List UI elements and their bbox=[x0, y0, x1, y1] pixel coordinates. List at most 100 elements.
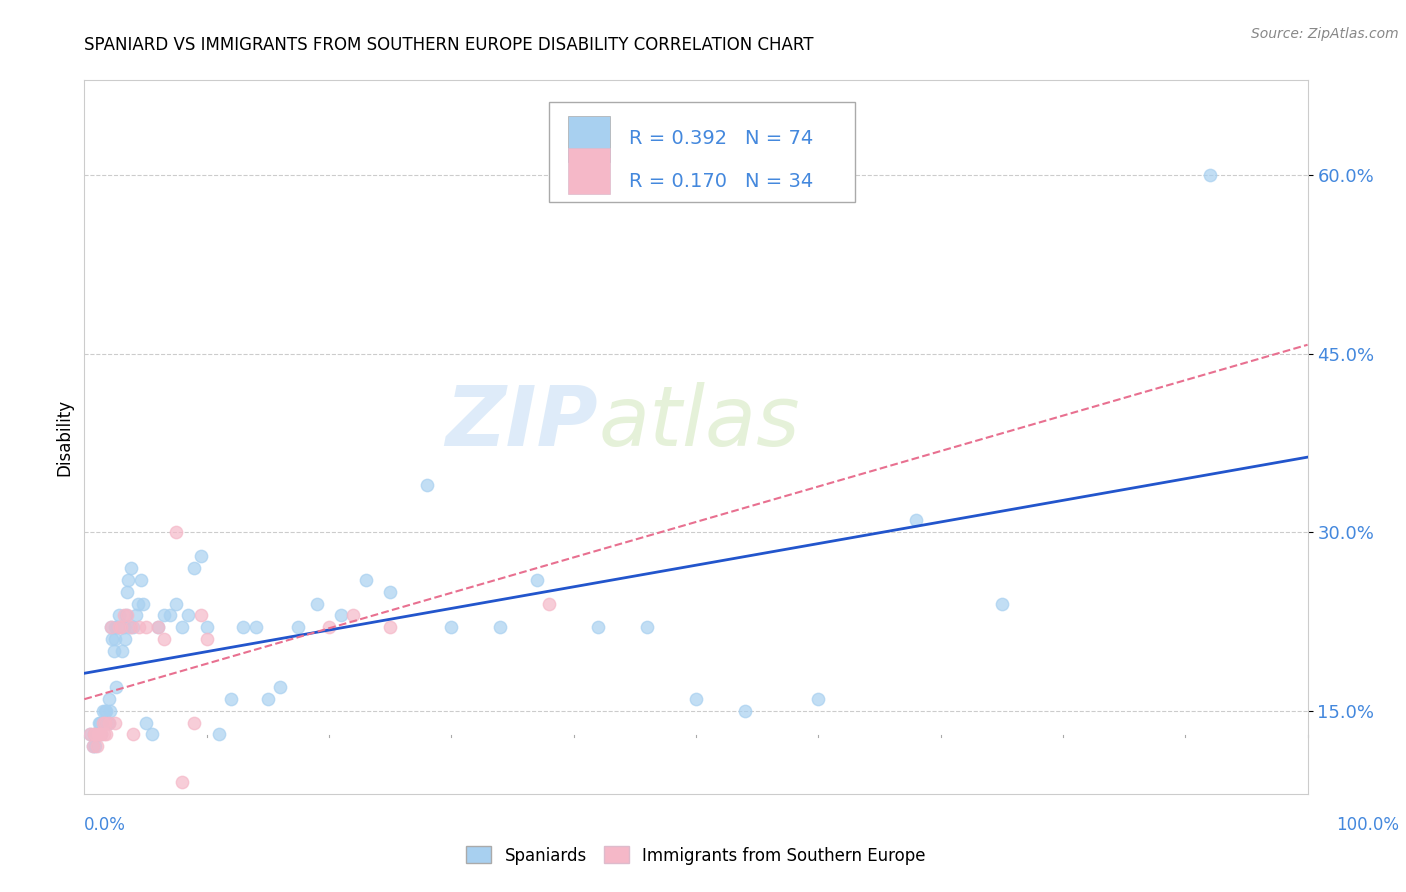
Point bbox=[905, 513, 928, 527]
Text: 0.0%: 0.0% bbox=[84, 816, 127, 834]
Point bbox=[526, 573, 548, 587]
FancyBboxPatch shape bbox=[550, 102, 855, 202]
Point bbox=[117, 573, 139, 587]
Point bbox=[84, 739, 107, 754]
Point bbox=[159, 608, 181, 623]
Point bbox=[807, 691, 830, 706]
Point bbox=[82, 739, 104, 754]
Text: Source: ZipAtlas.com: Source: ZipAtlas.com bbox=[1251, 27, 1399, 41]
Point bbox=[100, 620, 122, 634]
Text: N = 34: N = 34 bbox=[745, 172, 813, 191]
Point bbox=[103, 644, 125, 658]
Point bbox=[128, 620, 150, 634]
Point bbox=[183, 561, 205, 575]
Point bbox=[153, 632, 176, 647]
Point bbox=[97, 715, 120, 730]
Point bbox=[165, 525, 187, 540]
Point bbox=[354, 573, 377, 587]
Point bbox=[183, 715, 205, 730]
Point bbox=[87, 727, 110, 741]
Point bbox=[586, 620, 609, 634]
Text: 100.0%: 100.0% bbox=[1336, 816, 1399, 834]
Point bbox=[91, 715, 114, 730]
Point bbox=[120, 620, 142, 634]
Point bbox=[135, 620, 157, 634]
Point bbox=[83, 727, 105, 741]
Point bbox=[98, 704, 121, 718]
Point bbox=[115, 584, 138, 599]
Point bbox=[127, 597, 149, 611]
Point bbox=[94, 704, 117, 718]
Point bbox=[219, 691, 242, 706]
FancyBboxPatch shape bbox=[568, 148, 610, 194]
Point bbox=[287, 620, 309, 634]
Point bbox=[489, 620, 512, 634]
Point bbox=[232, 620, 254, 634]
Point bbox=[93, 715, 115, 730]
Point bbox=[96, 727, 118, 741]
Point bbox=[636, 620, 658, 634]
Point bbox=[84, 727, 107, 741]
Point bbox=[107, 620, 129, 634]
Point bbox=[208, 727, 231, 741]
Point bbox=[318, 620, 340, 634]
Point bbox=[190, 608, 212, 623]
Point bbox=[122, 620, 145, 634]
Point bbox=[91, 704, 114, 718]
Point bbox=[111, 644, 134, 658]
FancyBboxPatch shape bbox=[568, 116, 610, 162]
Point bbox=[195, 620, 218, 634]
Point bbox=[129, 573, 152, 587]
Text: N = 74: N = 74 bbox=[745, 129, 813, 148]
Point bbox=[990, 597, 1012, 611]
Point bbox=[97, 715, 120, 730]
Point bbox=[172, 775, 194, 789]
Point bbox=[115, 608, 138, 623]
Point bbox=[172, 620, 194, 634]
Point bbox=[100, 620, 122, 634]
Point bbox=[83, 727, 105, 741]
Point bbox=[93, 727, 115, 741]
Point bbox=[146, 620, 169, 634]
Point bbox=[97, 691, 120, 706]
Point bbox=[107, 608, 129, 623]
Point bbox=[146, 620, 169, 634]
Point bbox=[190, 549, 212, 563]
Point bbox=[87, 727, 110, 741]
Text: R = 0.170: R = 0.170 bbox=[628, 172, 727, 191]
Point bbox=[122, 727, 145, 741]
Text: R = 0.392: R = 0.392 bbox=[628, 129, 727, 148]
Point bbox=[135, 715, 157, 730]
Y-axis label: Disability: Disability bbox=[55, 399, 73, 475]
Point bbox=[86, 727, 108, 741]
Point bbox=[79, 727, 101, 741]
Point bbox=[112, 620, 135, 634]
Point bbox=[118, 620, 141, 634]
Point bbox=[112, 608, 135, 623]
Point bbox=[94, 715, 117, 730]
Text: SPANIARD VS IMMIGRANTS FROM SOUTHERN EUROPE DISABILITY CORRELATION CHART: SPANIARD VS IMMIGRANTS FROM SOUTHERN EUR… bbox=[84, 36, 814, 54]
Point bbox=[257, 691, 280, 706]
Point bbox=[538, 597, 561, 611]
Point bbox=[734, 704, 756, 718]
Point bbox=[440, 620, 463, 634]
Point bbox=[90, 727, 112, 741]
Point bbox=[125, 608, 148, 623]
Point bbox=[269, 680, 291, 694]
Point bbox=[105, 680, 128, 694]
Point bbox=[416, 477, 439, 491]
Point bbox=[104, 620, 127, 634]
Point bbox=[105, 620, 128, 634]
Point bbox=[141, 727, 163, 741]
Point bbox=[114, 632, 136, 647]
Point bbox=[86, 739, 108, 754]
Point bbox=[685, 691, 707, 706]
Point bbox=[132, 597, 155, 611]
Point bbox=[110, 620, 132, 634]
Point bbox=[110, 620, 132, 634]
Legend: Spaniards, Immigrants from Southern Europe: Spaniards, Immigrants from Southern Euro… bbox=[460, 839, 932, 871]
Point bbox=[165, 597, 187, 611]
Text: ZIP: ZIP bbox=[446, 383, 598, 463]
Point bbox=[82, 739, 104, 754]
Point bbox=[380, 584, 402, 599]
